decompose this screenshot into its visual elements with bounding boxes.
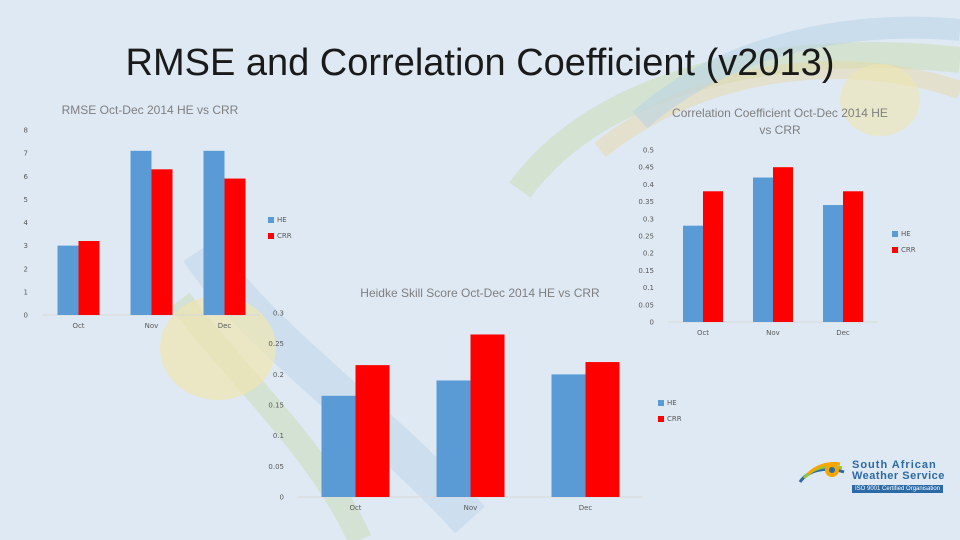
y-tick-label: 0.1 — [643, 284, 654, 292]
x-tick-label: Oct — [697, 329, 709, 337]
y-tick-label: 0.35 — [638, 198, 654, 206]
y-tick-label: 7 — [24, 150, 28, 158]
correlation-chart: Correlation Coefficient Oct-Dec 2014 HE … — [638, 104, 940, 344]
legend-item-crr: CRR — [658, 411, 682, 427]
bar-crr-oct — [78, 241, 100, 315]
correlation-chart-title: Correlation Coefficient Oct-Dec 2014 HE … — [672, 106, 888, 137]
legend-swatch-he — [658, 400, 664, 406]
y-tick-label: 0.2 — [643, 250, 654, 258]
bar-crr-nov — [470, 334, 505, 497]
legend-swatch-crr — [658, 416, 664, 422]
legend-label-crr: CRR — [277, 232, 292, 240]
y-tick-label: 0.05 — [638, 301, 654, 309]
legend-label-crr: CRR — [667, 415, 682, 423]
y-tick-label: 0.2 — [273, 371, 284, 379]
legend-item-he: HE — [658, 395, 682, 411]
x-tick-label: Dec — [836, 329, 850, 337]
rmse-legend: HE CRR — [268, 212, 292, 244]
logo-text-line2: Weather Service — [852, 470, 945, 482]
x-tick-label: Nov — [766, 329, 780, 337]
heidke-chart: Heidke Skill Score Oct-Dec 2014 HE vs CR… — [268, 282, 698, 522]
legend-swatch-crr — [892, 247, 898, 253]
bar-he-dec — [551, 374, 586, 497]
x-tick-label: Oct — [349, 504, 361, 512]
rmse-chart-svg: 0 1 2 3 4 5 6 7 8 Oct Nov Dec — [24, 127, 260, 330]
x-tick-label: Nov — [145, 322, 159, 330]
legend-label-he: HE — [901, 230, 911, 238]
bar-he-oct — [683, 225, 703, 322]
bar-he-oct — [321, 395, 356, 497]
y-tick-label: 0.5 — [643, 147, 654, 155]
y-tick-label: 0.05 — [268, 463, 284, 471]
bar-crr-nov — [773, 167, 793, 322]
legend-item-he: HE — [892, 226, 916, 242]
legend-label-crr: CRR — [901, 246, 916, 254]
logo-iso-badge: ISO 9001 Certified Organisation — [852, 485, 944, 493]
y-tick-label: 0 — [650, 319, 654, 327]
legend-swatch-he — [892, 231, 898, 237]
rmse-chart-title: RMSE Oct-Dec 2014 HE vs CRR — [61, 103, 239, 117]
y-tick-label: 6 — [24, 173, 29, 181]
legend-label-he: HE — [667, 399, 677, 407]
bar-he-oct — [57, 245, 79, 315]
heidke-legend: HE CRR — [658, 395, 682, 427]
bar-he-nov — [436, 380, 471, 497]
legend-swatch-crr — [268, 233, 274, 239]
y-tick-label: 4 — [24, 219, 29, 227]
x-tick-label: Nov — [464, 504, 478, 512]
y-tick-label: 0.15 — [268, 402, 284, 410]
y-tick-label: 8 — [24, 127, 28, 135]
logo-text-line1: South African — [852, 459, 937, 471]
bar-crr-dec — [224, 178, 246, 315]
bar-crr-dec — [843, 191, 863, 322]
bar-crr-oct — [355, 365, 390, 497]
y-tick-label: 5 — [24, 196, 28, 204]
y-tick-label: 0.3 — [643, 215, 654, 223]
legend-item-crr: CRR — [892, 242, 916, 258]
heidke-chart-title: Heidke Skill Score Oct-Dec 2014 HE vs CR… — [360, 286, 600, 300]
legend-item-crr: CRR — [268, 228, 292, 244]
bar-crr-oct — [703, 191, 723, 322]
y-tick-label: 0.1 — [273, 432, 284, 440]
y-tick-label: 0.25 — [638, 233, 654, 241]
slide-title: RMSE and Correlation Coefficient (v2013) — [125, 42, 835, 84]
bar-crr-dec — [585, 362, 620, 497]
y-tick-label: 3 — [24, 242, 28, 250]
y-tick-label: 0.4 — [643, 181, 655, 189]
x-tick-label: Dec — [218, 322, 232, 330]
y-tick-label: 1 — [24, 288, 28, 296]
y-tick-label: 0 — [24, 312, 28, 320]
x-tick-label: Dec — [579, 504, 593, 512]
legend-item-he: HE — [268, 212, 292, 228]
heidke-chart-svg: 0 0.05 0.1 0.15 0.2 0.25 0.3 Oct Nov Dec — [268, 310, 643, 512]
legend-label-he: HE — [277, 216, 287, 224]
y-tick-label: 0.25 — [268, 340, 284, 348]
saws-logo: South African Weather Service ISO 9001 C… — [796, 452, 956, 502]
x-tick-label: Oct — [72, 322, 84, 330]
bar-he-dec — [823, 205, 843, 322]
bar-he-nov — [753, 177, 773, 322]
bar-he-dec — [203, 150, 225, 315]
rmse-chart: RMSE Oct-Dec 2014 HE vs CRR 0 1 2 3 4 5 6 7 8 Oct… — [10, 100, 300, 340]
correlation-legend: HE CRR — [892, 226, 916, 258]
bar-he-nov — [130, 150, 152, 315]
legend-swatch-he — [268, 217, 274, 223]
saws-logo-mark — [798, 462, 845, 483]
y-tick-label: 2 — [24, 265, 28, 273]
y-tick-label: 0.3 — [273, 310, 284, 318]
y-tick-label: 0.45 — [638, 164, 654, 172]
bar-crr-nov — [151, 169, 173, 315]
y-tick-label: 0.15 — [638, 267, 654, 275]
correlation-chart-svg: 0 0.05 0.1 0.15 0.2 0.25 0.3 0.35 0.4 0.45 0.5 Oct N… — [638, 147, 878, 337]
y-tick-label: 0 — [280, 494, 284, 502]
